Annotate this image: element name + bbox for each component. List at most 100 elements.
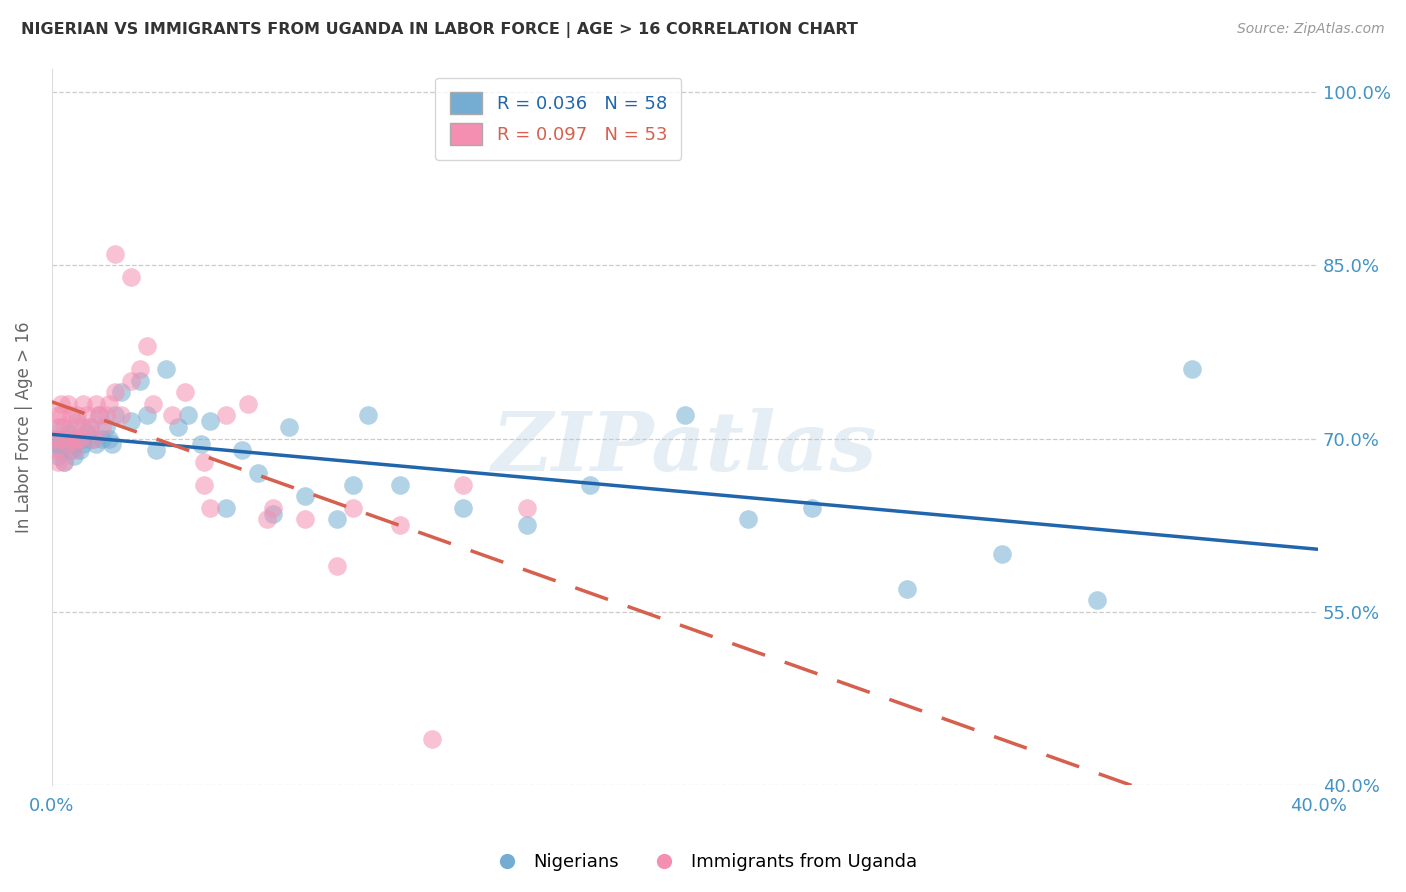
Point [1180,362,1202,376]
Point [51,397,73,411]
Point [190,437,212,451]
Point [193,455,215,469]
Point [453,477,475,491]
Point [53,420,76,434]
Point [101,437,124,451]
Point [579,477,602,491]
Point [516,500,538,515]
Legend: Nigerians, Immigrants from Uganda: Nigerians, Immigrants from Uganda [481,847,925,879]
Point [59,409,82,423]
Point [155,362,177,376]
Point [56,437,79,451]
Point [342,500,364,515]
Point [110,409,132,423]
Point [56,397,79,411]
Point [177,409,200,423]
Point [342,477,364,491]
Point [63,443,86,458]
Point [110,385,132,400]
Point [53,432,76,446]
Point [1085,593,1108,607]
Point [69,432,91,446]
Point [453,500,475,515]
Point [53,455,76,469]
Point [44,443,66,458]
Point [46,455,69,469]
Point [94,420,117,434]
Point [59,443,82,458]
Point [51,443,73,458]
Point [325,558,347,573]
Point [46,437,69,451]
Point [278,420,301,434]
Point [135,339,157,353]
Point [46,420,69,434]
Point [420,732,443,747]
Point [173,385,195,400]
Point [388,477,411,491]
Point [97,432,120,446]
Point [388,518,411,533]
Point [262,507,284,521]
Point [89,409,111,423]
Point [800,500,823,515]
Point [56,425,79,440]
Point [193,477,215,491]
Point [142,397,165,411]
Point [66,432,89,446]
Point [72,432,94,446]
Point [79,420,101,434]
Point [63,437,86,451]
Point [231,443,253,458]
Point [72,437,94,451]
Point [44,432,66,446]
Point [82,432,104,446]
Point [76,425,98,440]
Point [236,397,259,411]
Point [66,432,89,446]
Point [59,432,82,446]
Point [66,409,89,423]
Point [135,409,157,423]
Point [167,420,190,434]
Point [56,437,79,451]
Point [990,547,1012,561]
Point [896,582,918,596]
Point [79,420,101,434]
Point [516,518,538,533]
Point [357,409,380,423]
Point [63,420,86,434]
Point [673,409,696,423]
Point [104,385,127,400]
Point [294,512,316,526]
Point [46,409,69,423]
Point [94,409,117,423]
Point [51,420,73,434]
Point [737,512,759,526]
Point [120,374,142,388]
Point [120,269,142,284]
Point [246,467,269,481]
Point [76,409,98,423]
Y-axis label: In Labor Force | Age > 16: In Labor Force | Age > 16 [15,321,32,533]
Point [59,432,82,446]
Point [325,512,347,526]
Point [51,409,73,423]
Point [215,500,238,515]
Text: NIGERIAN VS IMMIGRANTS FROM UGANDA IN LABOR FORCE | AGE > 16 CORRELATION CHART: NIGERIAN VS IMMIGRANTS FROM UGANDA IN LA… [21,22,858,38]
Point [72,397,94,411]
Point [104,409,127,423]
Point [262,500,284,515]
Point [44,432,66,446]
Point [215,409,238,423]
Text: ZIPatlas: ZIPatlas [492,409,877,489]
Point [160,409,183,423]
Point [72,420,94,434]
Point [53,455,76,469]
Point [91,420,114,434]
Point [84,437,107,451]
Text: Source: ZipAtlas.com: Source: ZipAtlas.com [1237,22,1385,37]
Point [198,414,221,428]
Point [69,443,91,458]
Point [198,500,221,515]
